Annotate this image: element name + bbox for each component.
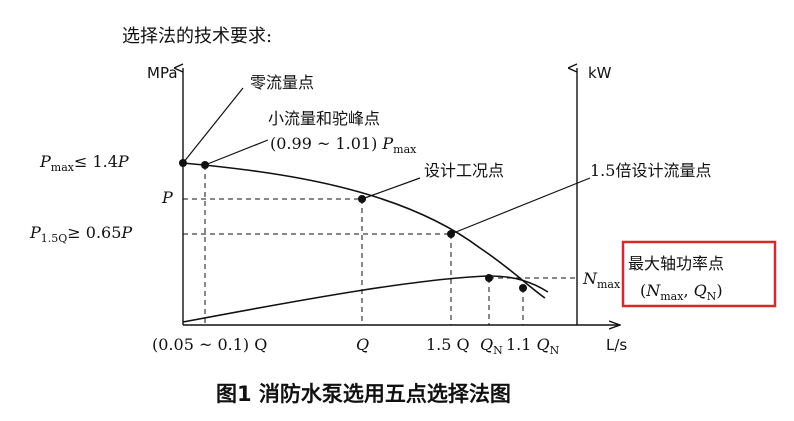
- p15q-rest: ≥ 0.65: [67, 223, 121, 242]
- x-label-11qn-pre: 1.1: [506, 335, 537, 354]
- small-flow-range-text: (0.99 ~ 1.01): [270, 134, 382, 153]
- small-flow-pmax-p: P: [381, 134, 393, 153]
- left-axis-unit: MPa: [147, 64, 178, 82]
- p-label: P: [161, 188, 173, 207]
- small-flow-label: 小流量和驼峰点: [268, 109, 380, 128]
- max-power-n: N: [645, 281, 661, 300]
- max-power-q: Q: [694, 281, 707, 300]
- max-power-n-sub: max: [660, 290, 684, 303]
- max-power-point: [485, 274, 493, 282]
- head-curve: [182, 162, 546, 299]
- design-150-label: 1.5倍设计流量点: [590, 161, 711, 180]
- pmax-rest: ≤ 1.4: [74, 152, 118, 171]
- pmax-tail: P: [117, 152, 129, 171]
- design-label: 设计工况点: [424, 161, 504, 180]
- max-power-q-sub: N: [707, 290, 717, 303]
- p15q-tail: P: [120, 223, 132, 242]
- guide-lines: [183, 165, 577, 325]
- zero-flow-label: 零流量点: [250, 73, 314, 92]
- pmax-sub: max: [51, 161, 75, 174]
- x-label-11qn-q: Q: [537, 335, 550, 354]
- x-label-q: Q: [356, 335, 369, 354]
- max-power-highlight-box: [621, 240, 777, 308]
- nmax-label: Nmax: [582, 269, 621, 291]
- pmax-p: P: [39, 152, 51, 171]
- flow-110-power-point: [519, 284, 527, 292]
- p15q-sub: 1.5Q: [41, 232, 68, 245]
- small-flow-range-label: (0.99 ~ 1.01) Pmax: [270, 134, 417, 156]
- pmax-label: Pmax≤ 1.4P: [39, 152, 129, 174]
- x-label-qn: QN: [480, 335, 503, 357]
- x-label-qn-q: Q: [480, 335, 493, 354]
- p15q-p: P: [29, 223, 41, 242]
- power-curve: [182, 275, 549, 323]
- max-power-coords: (Nmax, QN): [640, 281, 723, 303]
- max-power-close: ): [716, 281, 722, 300]
- max-power-comma: ,: [683, 281, 693, 300]
- x-label-11qn: 1.1 QN: [506, 335, 560, 357]
- x-axis-unit: L/s: [606, 336, 627, 354]
- leader-lines: [182, 87, 591, 235]
- max-power-title: 最大轴功率点: [628, 254, 724, 273]
- x-label-11qn-sub: N: [550, 344, 560, 357]
- x-label-qn-sub: N: [493, 344, 503, 357]
- heading: 选择法的技术要求:: [122, 26, 272, 47]
- x-label-15q: 1.5 Q: [426, 335, 470, 354]
- x-label-small: (0.05 ~ 0.1) Q: [152, 335, 267, 354]
- max-power-open: (: [640, 281, 646, 300]
- caption: 图1 消防水泵选用五点选择法图: [216, 382, 511, 406]
- nmax-n: N: [582, 269, 598, 288]
- nmax-sub: max: [597, 278, 621, 291]
- small-flow-pmax-sub: max: [393, 143, 417, 156]
- p15q-label: P1.5Q≥ 0.65P: [29, 223, 132, 245]
- right-axis-unit: kW: [588, 64, 612, 82]
